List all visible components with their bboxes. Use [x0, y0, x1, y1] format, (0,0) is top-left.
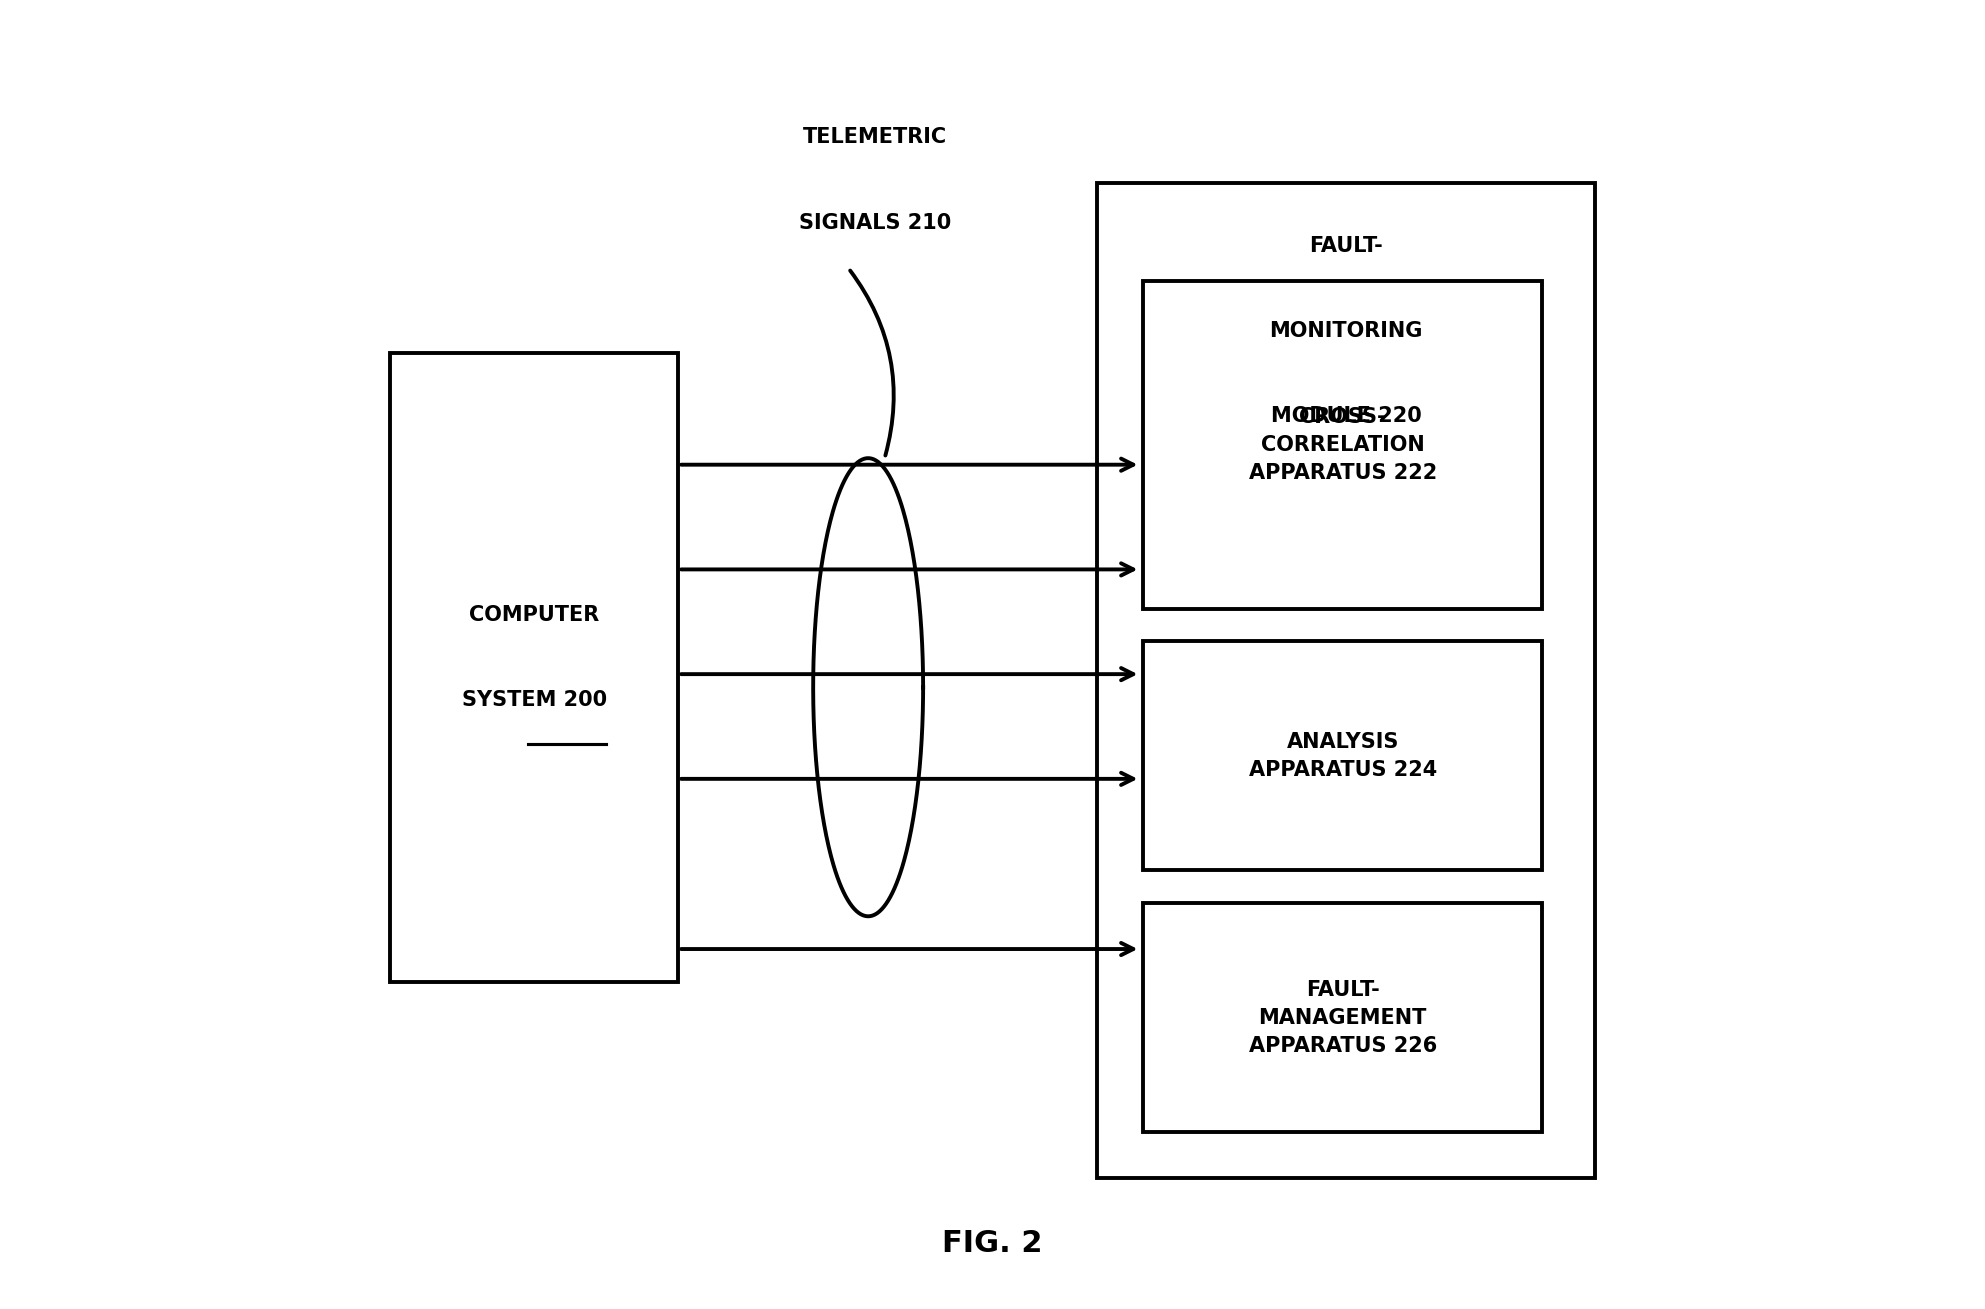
FancyBboxPatch shape — [1143, 281, 1542, 609]
Text: MODULE 220: MODULE 220 — [1270, 406, 1421, 425]
Text: ANALYSIS
APPARATUS 224: ANALYSIS APPARATUS 224 — [1249, 732, 1437, 780]
Text: SIGNALS 210: SIGNALS 210 — [798, 212, 951, 233]
FancyBboxPatch shape — [1143, 641, 1542, 870]
FancyBboxPatch shape — [391, 353, 679, 982]
Text: FAULT-: FAULT- — [1308, 236, 1384, 255]
Text: CROSS-
CORRELATION
APPARATUS 222: CROSS- CORRELATION APPARATUS 222 — [1249, 407, 1437, 483]
Text: FIG. 2: FIG. 2 — [943, 1229, 1042, 1258]
Text: SYSTEM 200: SYSTEM 200 — [463, 690, 607, 711]
Text: FAULT-
MANAGEMENT
APPARATUS 226: FAULT- MANAGEMENT APPARATUS 226 — [1249, 979, 1437, 1056]
FancyBboxPatch shape — [1098, 183, 1594, 1178]
FancyBboxPatch shape — [1143, 903, 1542, 1132]
Text: COMPUTER: COMPUTER — [468, 605, 599, 626]
Text: TELEMETRIC: TELEMETRIC — [802, 127, 947, 148]
Text: MONITORING: MONITORING — [1268, 321, 1423, 340]
